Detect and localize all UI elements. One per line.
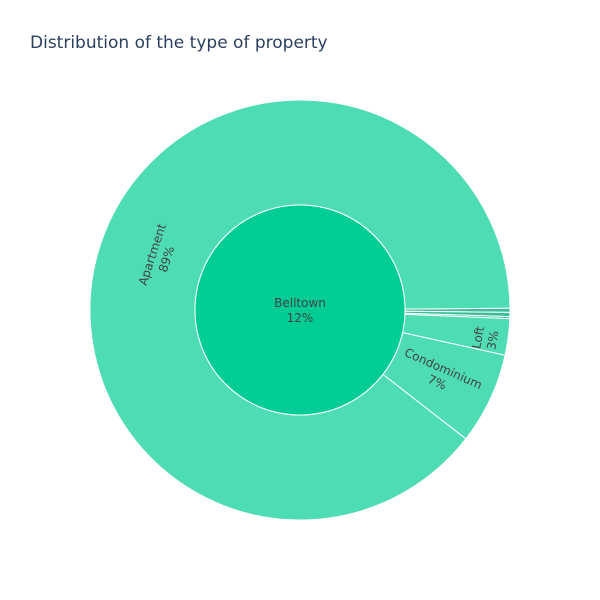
root-label: Belltown 12%	[274, 296, 326, 325]
slice-label-loft: Loft3%	[469, 325, 502, 353]
chart-title: Distribution of the type of property	[30, 33, 328, 53]
outer-ring	[89, 99, 511, 521]
sunburst-root-belltown[interactable]	[194, 204, 406, 416]
root-percent: 12%	[287, 311, 314, 325]
inner-disc	[194, 204, 406, 416]
root-name: Belltown	[274, 296, 326, 310]
